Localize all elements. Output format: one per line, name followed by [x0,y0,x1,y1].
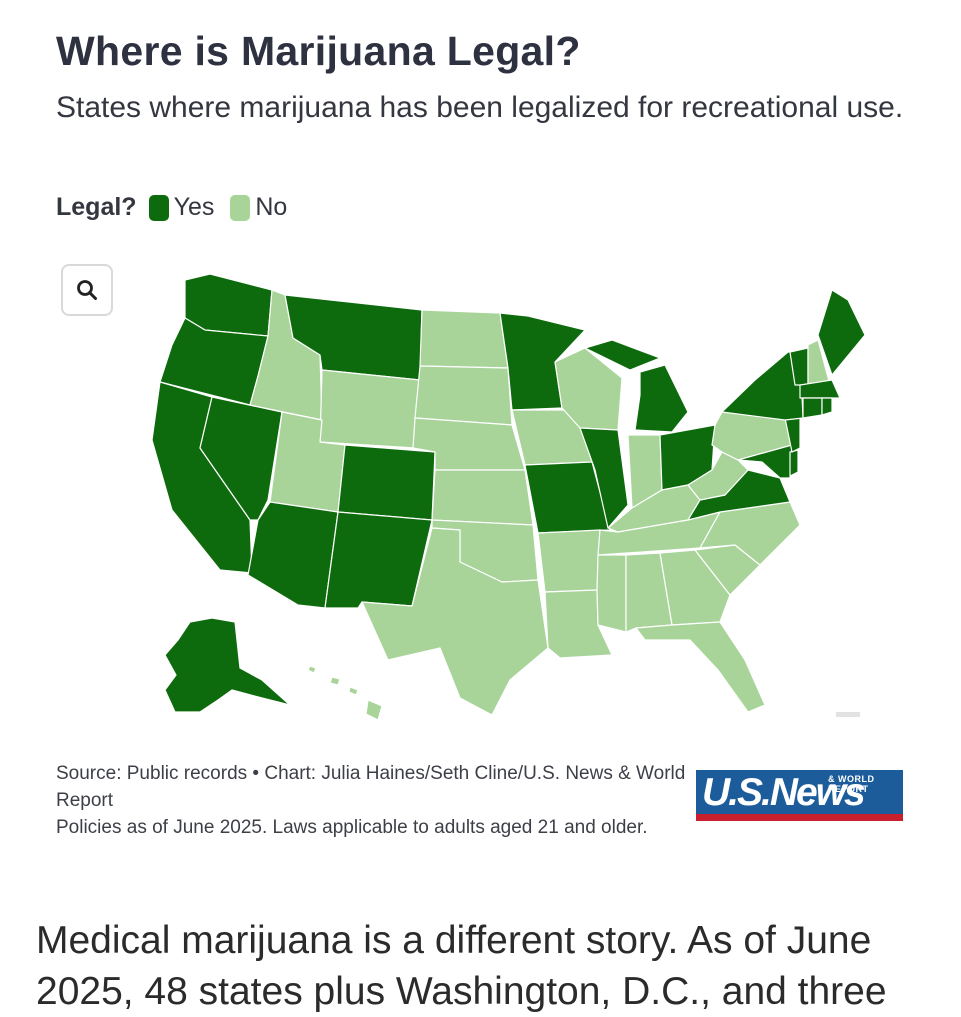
state-south-dakota[interactable] [414,365,513,426]
legend-label-no: No [255,193,288,221]
legend-swatch-no [230,194,251,221]
zoom-button[interactable] [61,264,113,316]
logo-red-stripe [696,814,903,821]
state-massachusetts[interactable] [799,379,841,399]
legend-item-no: No [230,193,287,222]
logo-bar [696,770,903,814]
usnews-logo[interactable]: U.S.News & WORLD REPORT [696,770,903,822]
state-arkansas[interactable] [537,529,601,593]
chart-subtitle: States where marijuana has been legalize… [56,91,904,124]
state-alaska[interactable] [164,617,291,713]
article-body-text: Medical marijuana is a different story. … [36,919,887,1013]
state-hawaii[interactable] [307,665,383,721]
state-north-dakota[interactable] [419,309,509,369]
dc-marker [836,712,860,717]
legend: Legal? Yes No [56,193,303,222]
source-credit: Source: Public records • Chart: Julia Ha… [56,763,686,811]
state-kansas[interactable] [431,469,534,526]
state-illinois[interactable] [579,427,629,529]
state-texas[interactable] [361,527,549,716]
us-map [151,273,866,721]
search-icon [77,280,97,300]
state-georgia[interactable] [659,549,731,626]
state-new-york[interactable] [721,351,804,421]
legend-item-yes: Yes [148,193,215,222]
state-colorado[interactable] [337,444,436,521]
source-policy-note: Policies as of June 2025. Laws applicabl… [56,817,648,838]
state-michigan[interactable] [584,339,689,433]
state-wyoming[interactable] [319,369,421,449]
legend-title: Legal? [56,193,137,221]
state-delaware[interactable] [789,449,799,477]
state-florida[interactable] [635,621,766,713]
state-rhode-island[interactable] [821,397,833,416]
state-maryland[interactable] [737,444,793,479]
state-maine[interactable] [817,289,866,376]
logo-text: U.S.News [702,771,866,814]
chart-title: Where is Marijuana Legal? [56,28,581,74]
legend-swatch-yes [148,194,169,221]
state-mississippi[interactable] [596,554,627,633]
state-missouri[interactable] [524,461,611,534]
source-note: Source: Public records • Chart: Julia Ha… [56,760,696,841]
logo-subtext: & WORLD REPORT [828,774,875,794]
legend-label-yes: Yes [173,193,215,221]
state-connecticut[interactable] [802,397,823,419]
state-arizona[interactable] [247,501,339,609]
